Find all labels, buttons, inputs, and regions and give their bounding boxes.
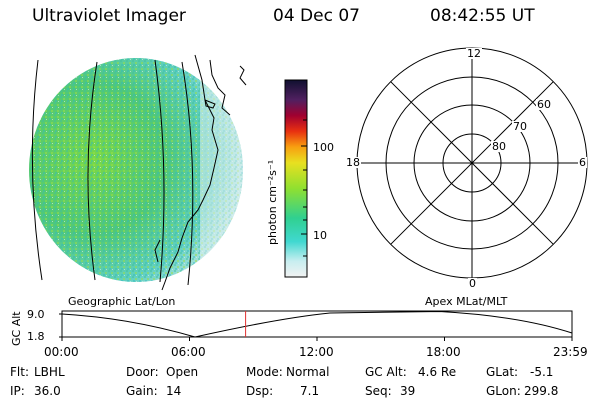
polar-mlt-grid	[356, 47, 588, 279]
door-value: Open	[166, 365, 199, 379]
seq-value: 39	[400, 384, 416, 398]
mlt-label-12: 12	[466, 47, 482, 60]
dsp-value: 7.1	[300, 384, 320, 398]
colorbar-tick-10: 10	[313, 229, 327, 242]
ip-value: 36.0	[34, 384, 61, 398]
filter-label: Flt:	[10, 365, 29, 379]
glat-value: -5.1	[530, 365, 554, 379]
image-time: 08:42:55 UT	[430, 6, 535, 26]
ip-label: IP:	[10, 384, 25, 398]
gcalt-value: 4.6 Re	[418, 365, 457, 379]
colorbar-tick-100: 100	[313, 141, 334, 154]
glon-value: 299.8	[524, 384, 559, 398]
glon-label: GLon:	[486, 384, 521, 398]
altitude-plot	[59, 310, 573, 341]
image-date: 04 Dec 07	[273, 6, 360, 26]
mlat-label-70: 70	[512, 120, 528, 133]
seq-label: Seq:	[365, 384, 392, 398]
projection-left-label: Geographic Lat/Lon	[68, 295, 176, 308]
uv-earth-image	[29, 54, 247, 291]
gain-label: Gain:	[126, 384, 158, 398]
mode-value: Normal	[286, 365, 330, 379]
altitude-xtick-4: 23:59	[553, 345, 588, 359]
altitude-xtick-0: 00:00	[44, 345, 79, 359]
altitude-ylabel: GC Alt	[10, 311, 23, 346]
colorbar-unit-label: photon cm⁻²s⁻¹	[266, 159, 279, 245]
glat-label: GLat:	[486, 365, 519, 379]
mlat-label-80: 80	[491, 140, 507, 153]
mlt-label-0: 0	[468, 277, 477, 290]
mlt-label-6: 6	[578, 156, 587, 169]
altitude-xtick-1: 06:00	[171, 345, 206, 359]
dsp-label: Dsp:	[246, 384, 274, 398]
door-label: Door:	[126, 365, 159, 379]
mlt-label-18: 18	[345, 156, 361, 169]
altitude-ytick-min: 1.8	[27, 330, 45, 343]
gain-value: 14	[166, 384, 182, 398]
altitude-xtick-3: 18:00	[426, 345, 461, 359]
projection-right-label: Apex MLat/MLT	[425, 295, 508, 308]
altitude-ytick-max: 9.0	[27, 308, 45, 321]
mode-label: Mode:	[246, 365, 283, 379]
filter-value: LBHL	[34, 365, 65, 379]
colorbar	[284, 79, 308, 278]
mlat-label-60: 60	[536, 98, 552, 111]
gcalt-label: GC Alt:	[365, 365, 407, 379]
altitude-xtick-2: 12:00	[299, 345, 334, 359]
instrument-title: Ultraviolet Imager	[32, 6, 186, 26]
